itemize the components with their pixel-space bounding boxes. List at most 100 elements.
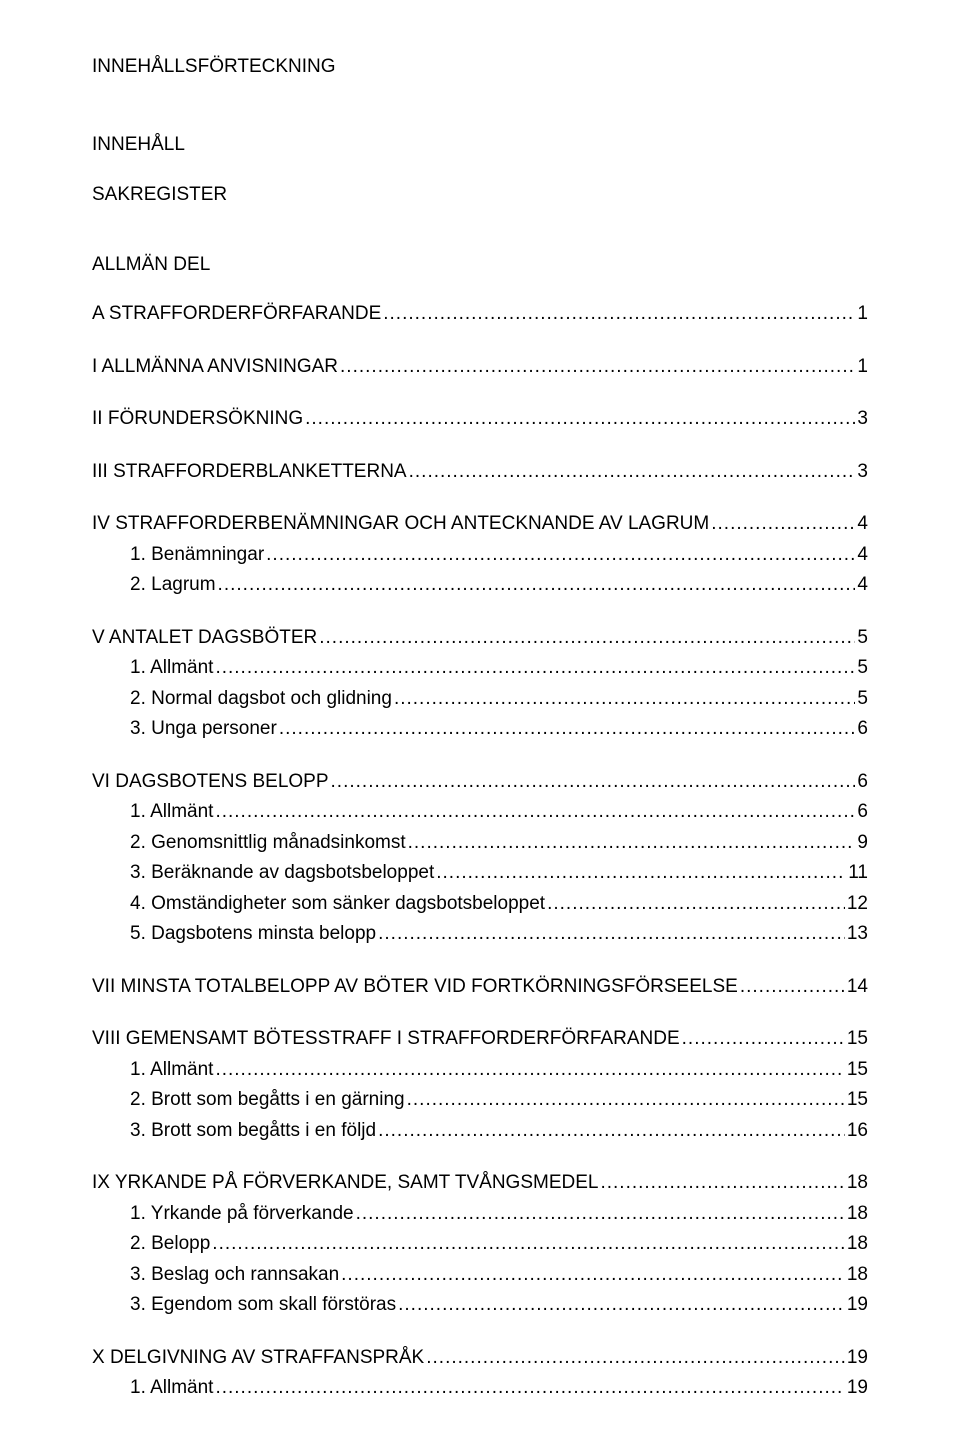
toc-page-number: 16	[847, 1117, 868, 1146]
toc-label: 2. Genomsnittlig månadsinkomst	[92, 829, 406, 858]
toc-page-number: 19	[847, 1344, 868, 1373]
toc-page-number: 1	[857, 300, 868, 329]
toc-label: II FÖRUNDERSÖKNING	[92, 405, 303, 434]
toc-leader-dots	[215, 654, 855, 683]
toc-leader-dots	[378, 1117, 845, 1146]
toc-page-number: 3	[857, 405, 868, 434]
toc-leader-dots	[212, 1230, 845, 1259]
toc-leader-dots	[682, 1025, 845, 1054]
toc-label: 2. Normal dagsbot och glidning	[92, 685, 392, 714]
toc-label: 1. Yrkande på förverkande	[92, 1200, 354, 1229]
toc-label: 3. Beräknande av dagsbotsbeloppet	[92, 859, 434, 888]
toc-label: 1. Benämningar	[92, 541, 264, 570]
toc-entry: 1. Allmänt5	[92, 654, 868, 683]
toc-page-number: 5	[857, 624, 868, 653]
toc-page-number: 3	[857, 458, 868, 487]
meta-sakregister: SAKREGISTER	[92, 184, 868, 206]
toc-page-number: 5	[857, 654, 868, 683]
section-heading: ALLMÄN DEL	[92, 254, 868, 276]
toc-label: 2. Belopp	[92, 1230, 210, 1259]
toc-entry: VIII GEMENSAMT BÖTESSTRAFF I STRAFFORDER…	[92, 1025, 868, 1054]
toc-leader-dots	[215, 1056, 844, 1085]
toc-leader-dots	[408, 829, 856, 858]
toc-entry: 2. Brott som begåtts i en gärning15	[92, 1086, 868, 1115]
toc-entry: A STRAFFORDERFÖRFARANDE 1	[92, 300, 868, 329]
toc-label: 3. Beslag och rannsakan	[92, 1261, 339, 1290]
toc-leader-dots	[394, 685, 855, 714]
table-of-contents: A STRAFFORDERFÖRFARANDE1I ALLMÄNNA ANVIS…	[92, 300, 868, 1403]
toc-entry: I ALLMÄNNA ANVISNINGAR 1	[92, 353, 868, 382]
toc-leader-dots	[711, 510, 855, 539]
toc-entry: 3. Beräknande av dagsbotsbeloppet11	[92, 859, 868, 888]
toc-label: 1. Allmänt	[92, 1374, 213, 1403]
toc-page-number: 4	[857, 510, 868, 539]
toc-leader-dots	[547, 890, 845, 919]
toc-entry: 3. Unga personer 6	[92, 715, 868, 744]
toc-leader-dots	[266, 541, 855, 570]
toc-page-number: 6	[857, 768, 868, 797]
toc-page-number: 19	[847, 1374, 868, 1403]
toc-leader-dots	[398, 1291, 845, 1320]
toc-label: IV STRAFFORDERBENÄMNINGAR OCH ANTECKNAND…	[92, 510, 709, 539]
toc-leader-dots	[407, 1086, 845, 1115]
toc-leader-dots	[436, 859, 846, 888]
toc-entry: V ANTALET DAGSBÖTER5	[92, 624, 868, 653]
toc-entry: 2. Normal dagsbot och glidning5	[92, 685, 868, 714]
toc-entry: IX YRKANDE PÅ FÖRVERKANDE, SAMT TVÅNGSME…	[92, 1169, 868, 1198]
toc-page-number: 6	[857, 715, 868, 744]
toc-label: III STRAFFORDERBLANKETTERNA	[92, 458, 407, 487]
toc-entry: IV STRAFFORDERBENÄMNINGAR OCH ANTECKNAND…	[92, 510, 868, 539]
toc-leader-dots	[426, 1344, 845, 1373]
toc-leader-dots	[319, 624, 855, 653]
toc-leader-dots	[600, 1169, 844, 1198]
toc-leader-dots	[356, 1200, 845, 1229]
toc-entry: X DELGIVNING AV STRAFFANSPRÅK 19	[92, 1344, 868, 1373]
toc-page-number: 18	[847, 1169, 868, 1198]
toc-label: I ALLMÄNNA ANVISNINGAR	[92, 353, 338, 382]
toc-page-number: 18	[847, 1261, 868, 1290]
toc-page-number: 15	[847, 1056, 868, 1085]
toc-leader-dots	[215, 798, 855, 827]
meta-innehall: INNEHÅLL	[92, 134, 868, 156]
toc-page-number: 4	[857, 541, 868, 570]
toc-page-number: 19	[847, 1291, 868, 1320]
toc-page-number: 15	[847, 1086, 868, 1115]
toc-leader-dots	[740, 973, 845, 1002]
toc-entry: 2. Genomsnittlig månadsinkomst 9	[92, 829, 868, 858]
toc-label: 1. Allmänt	[92, 798, 213, 827]
toc-page-number: 13	[847, 920, 868, 949]
toc-label: A STRAFFORDERFÖRFARANDE	[92, 300, 381, 329]
toc-page-number: 18	[847, 1230, 868, 1259]
toc-label: 3. Unga personer	[92, 715, 277, 744]
toc-label: VI DAGSBOTENS BELOPP	[92, 768, 329, 797]
toc-leader-dots	[341, 1261, 845, 1290]
toc-page-number: 12	[847, 890, 868, 919]
toc-entry: II FÖRUNDERSÖKNING 3	[92, 405, 868, 434]
toc-entry: 1. Allmänt6	[92, 798, 868, 827]
toc-page-number: 9	[857, 829, 868, 858]
toc-entry: 3. Beslag och rannsakan 18	[92, 1261, 868, 1290]
toc-page-number: 15	[847, 1025, 868, 1054]
toc-label: 4. Omständigheter som sänker dagsbotsbel…	[92, 890, 545, 919]
page-title: INNEHÅLLSFÖRTECKNING	[92, 56, 868, 78]
toc-label: IX YRKANDE PÅ FÖRVERKANDE, SAMT TVÅNGSME…	[92, 1169, 598, 1198]
toc-label: 1. Allmänt	[92, 1056, 213, 1085]
toc-leader-dots	[340, 353, 855, 382]
toc-leader-dots	[218, 571, 856, 600]
toc-entry: 2. Lagrum4	[92, 571, 868, 600]
toc-entry: 1. Benämningar 4	[92, 541, 868, 570]
toc-leader-dots	[378, 920, 845, 949]
toc-label: 5. Dagsbotens minsta belopp	[92, 920, 376, 949]
toc-entry: 1. Allmänt 15	[92, 1056, 868, 1085]
toc-label: X DELGIVNING AV STRAFFANSPRÅK	[92, 1344, 424, 1373]
toc-entry: III STRAFFORDERBLANKETTERNA 3	[92, 458, 868, 487]
toc-entry: 3. Egendom som skall förstöras19	[92, 1291, 868, 1320]
toc-label: 2. Lagrum	[92, 571, 216, 600]
toc-leader-dots	[331, 768, 856, 797]
toc-entry: 1. Allmänt 19	[92, 1374, 868, 1403]
toc-label: VII MINSTA TOTALBELOPP AV BÖTER VID FORT…	[92, 973, 738, 1002]
toc-entry: 5. Dagsbotens minsta belopp 13	[92, 920, 868, 949]
toc-page-number: 1	[857, 353, 868, 382]
toc-entry: VII MINSTA TOTALBELOPP AV BÖTER VID FORT…	[92, 973, 868, 1002]
toc-page-number: 14	[847, 973, 868, 1002]
